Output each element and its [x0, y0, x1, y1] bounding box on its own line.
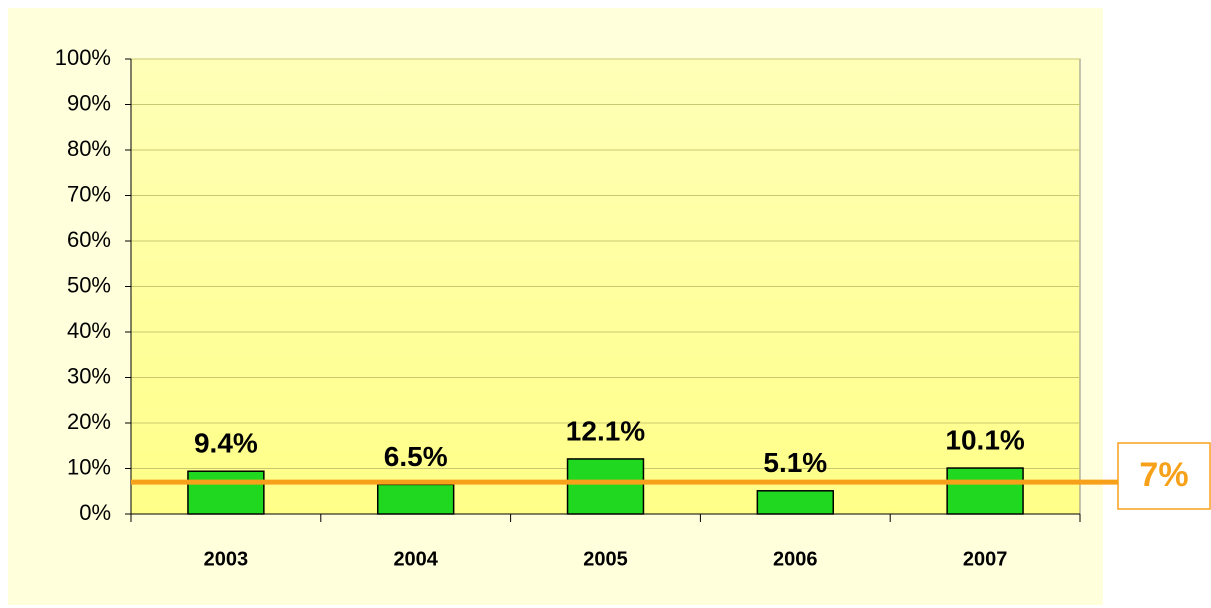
x-tick-label: 2003 [204, 548, 249, 570]
bar [566, 458, 645, 515]
y-tick-label: 30% [67, 363, 111, 388]
data-label: 10.1% [945, 424, 1024, 455]
data-label: 5.1% [763, 447, 827, 478]
x-tick-label: 2006 [773, 548, 818, 570]
bar [756, 490, 835, 515]
bar [376, 483, 455, 515]
bar [946, 467, 1024, 515]
bar [187, 470, 265, 515]
y-tick-label: 20% [67, 409, 111, 434]
y-tick-label: 40% [67, 318, 111, 343]
x-tick-label: 2005 [583, 548, 628, 570]
reference-label-box [1117, 442, 1211, 510]
y-tick-label: 0% [79, 500, 111, 525]
y-tick-label: 70% [67, 181, 111, 206]
data-label: 9.4% [194, 428, 258, 459]
y-tick-label: 100% [55, 45, 111, 70]
y-tick-label: 90% [67, 90, 111, 115]
y-tick-label: 10% [67, 454, 111, 479]
data-label: 12.1% [566, 415, 645, 446]
y-tick-label: 50% [67, 272, 111, 297]
y-tick-label: 80% [67, 136, 111, 161]
x-tick-label: 2007 [963, 548, 1008, 570]
y-tick-label: 60% [67, 227, 111, 252]
data-label: 6.5% [384, 441, 448, 472]
reference-label: 7% [1139, 456, 1188, 494]
x-tick-label: 2004 [393, 548, 438, 570]
